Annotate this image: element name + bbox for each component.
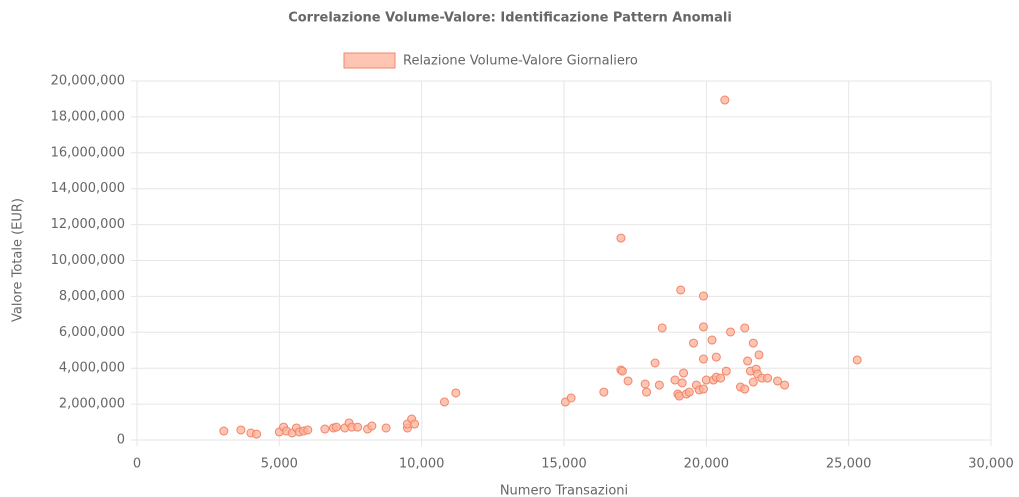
point — [654, 380, 664, 390]
point — [852, 355, 862, 365]
point — [763, 373, 773, 383]
point — [657, 323, 667, 333]
point — [331, 422, 341, 432]
point — [740, 323, 750, 333]
point — [773, 376, 782, 386]
point — [623, 376, 633, 386]
point — [640, 379, 650, 389]
point — [698, 291, 708, 301]
point — [616, 233, 626, 243]
point — [677, 378, 687, 388]
point — [566, 393, 576, 403]
point — [381, 423, 391, 433]
x-tick-label: 20,000 — [684, 457, 730, 472]
point — [726, 327, 736, 337]
y-tick-label: 14,000,000 — [51, 181, 125, 196]
point — [617, 366, 627, 376]
point — [743, 356, 753, 366]
point — [689, 338, 699, 348]
y-tick-label: 4,000,000 — [59, 361, 125, 376]
point — [303, 425, 313, 435]
point — [599, 387, 609, 397]
point — [698, 354, 708, 364]
y-tick-label: 6,000,000 — [59, 325, 125, 340]
x-tick-label: 5,000 — [261, 457, 298, 472]
x-tick-label: 15,000 — [541, 457, 587, 472]
point — [754, 350, 764, 360]
x-tick-label: 25,000 — [826, 457, 872, 472]
point — [219, 426, 229, 436]
point — [320, 424, 330, 434]
point — [367, 421, 377, 431]
legend-label: Relazione Volume-Valore Giornaliero — [403, 54, 638, 69]
point — [679, 368, 689, 378]
y-axis-label: Valore Totale (EUR) — [11, 198, 26, 322]
y-tick-label: 20,000,000 — [51, 74, 125, 89]
point — [716, 373, 726, 383]
point — [711, 352, 721, 362]
y-tick-label: 10,000,000 — [51, 253, 125, 268]
y-tick-label: 0 — [117, 433, 125, 448]
point — [707, 335, 717, 345]
y-tick-label: 16,000,000 — [51, 145, 125, 160]
point — [236, 425, 246, 435]
point — [698, 384, 708, 394]
y-tick-label: 18,000,000 — [51, 109, 125, 124]
point — [451, 388, 461, 398]
point — [642, 387, 652, 397]
point — [748, 338, 758, 348]
point — [740, 384, 750, 394]
point — [252, 429, 262, 439]
point — [684, 387, 694, 397]
point — [410, 419, 420, 429]
y-tick-label: 2,000,000 — [59, 397, 125, 412]
chart-title: Correlazione Volume-Valore: Identificazi… — [288, 11, 732, 26]
point — [650, 358, 660, 368]
y-tick-label: 12,000,000 — [51, 217, 125, 232]
point — [720, 95, 730, 105]
x-tick-label: 0 — [133, 457, 141, 472]
x-tick-label: 10,000 — [399, 457, 445, 472]
x-tick-label: 30,000 — [968, 457, 1014, 472]
x-axis-label: Numero Transazioni — [500, 484, 628, 497]
point — [439, 397, 449, 407]
point — [698, 322, 708, 332]
legend-swatch — [343, 52, 396, 69]
point — [780, 380, 790, 390]
point — [676, 285, 686, 295]
y-tick-label: 8,000,000 — [59, 289, 125, 304]
point — [748, 377, 758, 387]
point — [721, 366, 731, 376]
point — [353, 422, 363, 432]
